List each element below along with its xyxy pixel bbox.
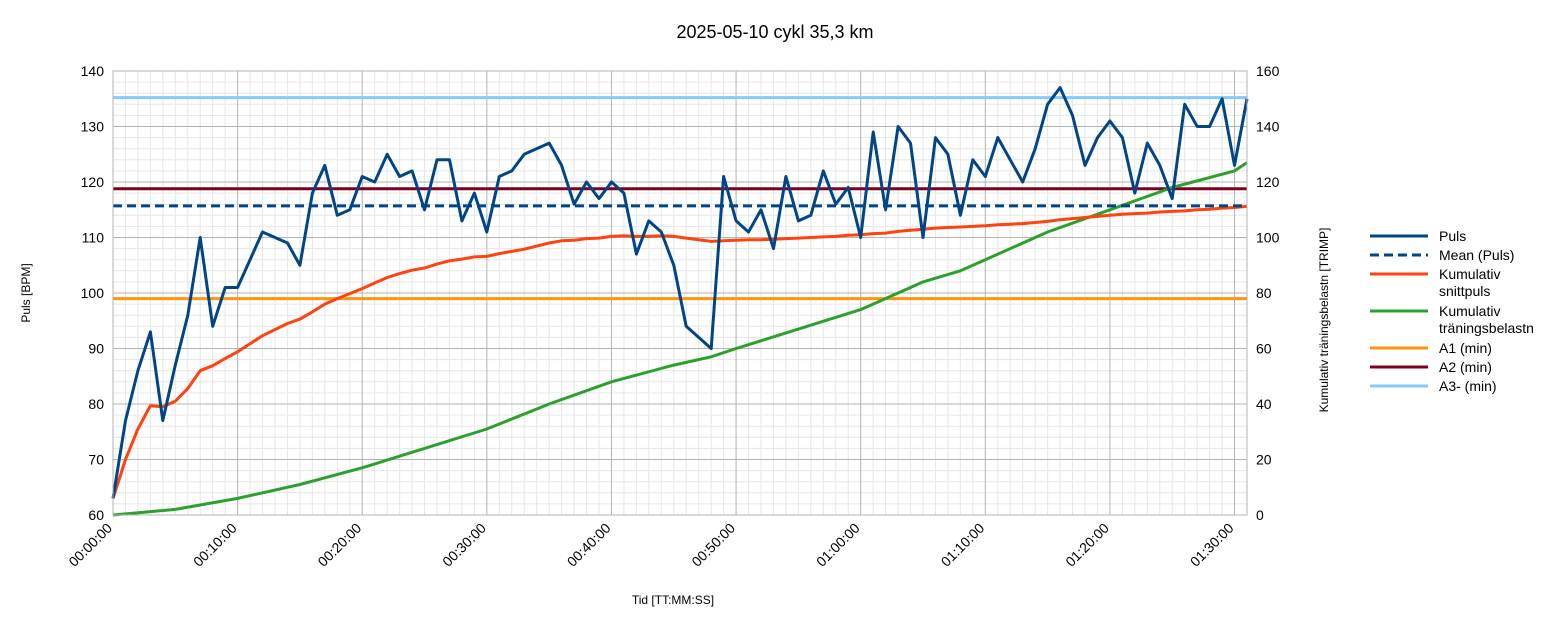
series-line-kumulativ-tr-ningsbelastn xyxy=(112,161,1248,517)
legend-item: A1 (min) xyxy=(1370,340,1492,356)
legend-label: Kumulativ xyxy=(1439,266,1500,282)
legend-item: Puls xyxy=(1370,228,1466,244)
x-axis-label: Tid [TT:MM:SS] xyxy=(632,593,714,607)
legend-label: A3- (min) xyxy=(1439,378,1497,394)
legend-item: A3- (min) xyxy=(1370,378,1497,394)
legend-label: A2 (min) xyxy=(1439,359,1492,375)
y-tick-label: 140 xyxy=(81,63,105,79)
legend-label: Puls xyxy=(1439,228,1466,244)
y-tick-label: 80 xyxy=(88,396,104,412)
y-tick-label: 130 xyxy=(81,119,105,135)
y2-tick-label: 0 xyxy=(1256,507,1264,523)
y2-tick-label: 100 xyxy=(1256,230,1280,246)
legend-label: Kumulativ xyxy=(1439,303,1500,319)
legend-item: Mean (Puls) xyxy=(1370,247,1514,263)
y2-tick-label: 120 xyxy=(1256,174,1280,190)
chart-title: 2025-05-10 cykl 35,3 km xyxy=(676,22,873,42)
y2-tick-label: 40 xyxy=(1256,396,1272,412)
y-tick-label: 100 xyxy=(81,285,105,301)
legend-label: A1 (min) xyxy=(1439,340,1492,356)
series-layer xyxy=(111,86,1249,517)
y2-tick-label: 20 xyxy=(1256,452,1272,468)
y2-tick-label: 60 xyxy=(1256,341,1272,357)
y-tick-label: 120 xyxy=(81,174,105,190)
y-tick-label: 60 xyxy=(88,507,104,523)
series-line-kumulativ-snittpuls xyxy=(111,204,1248,499)
series-line-puls xyxy=(111,86,1249,499)
y2-tick-label: 80 xyxy=(1256,285,1272,301)
legend-label: Mean (Puls) xyxy=(1439,247,1514,263)
plot-border xyxy=(112,70,1248,516)
legend-label: snittpuls xyxy=(1439,283,1490,299)
legend-item: A2 (min) xyxy=(1370,359,1492,375)
y-axis-label: Puls [BPM] xyxy=(19,263,33,322)
plot-grid xyxy=(112,70,1247,516)
y-tick-label: 110 xyxy=(82,230,105,246)
y2-axis-label: Kumulativ träningsbelastn [TRIMP] xyxy=(1317,228,1331,413)
y-tick-label: 70 xyxy=(88,452,104,468)
y2-tick-label: 160 xyxy=(1256,63,1280,79)
y2-tick-label: 140 xyxy=(1256,119,1280,135)
legend-label: träningsbelastn xyxy=(1439,320,1534,336)
y-tick-label: 90 xyxy=(88,341,104,357)
